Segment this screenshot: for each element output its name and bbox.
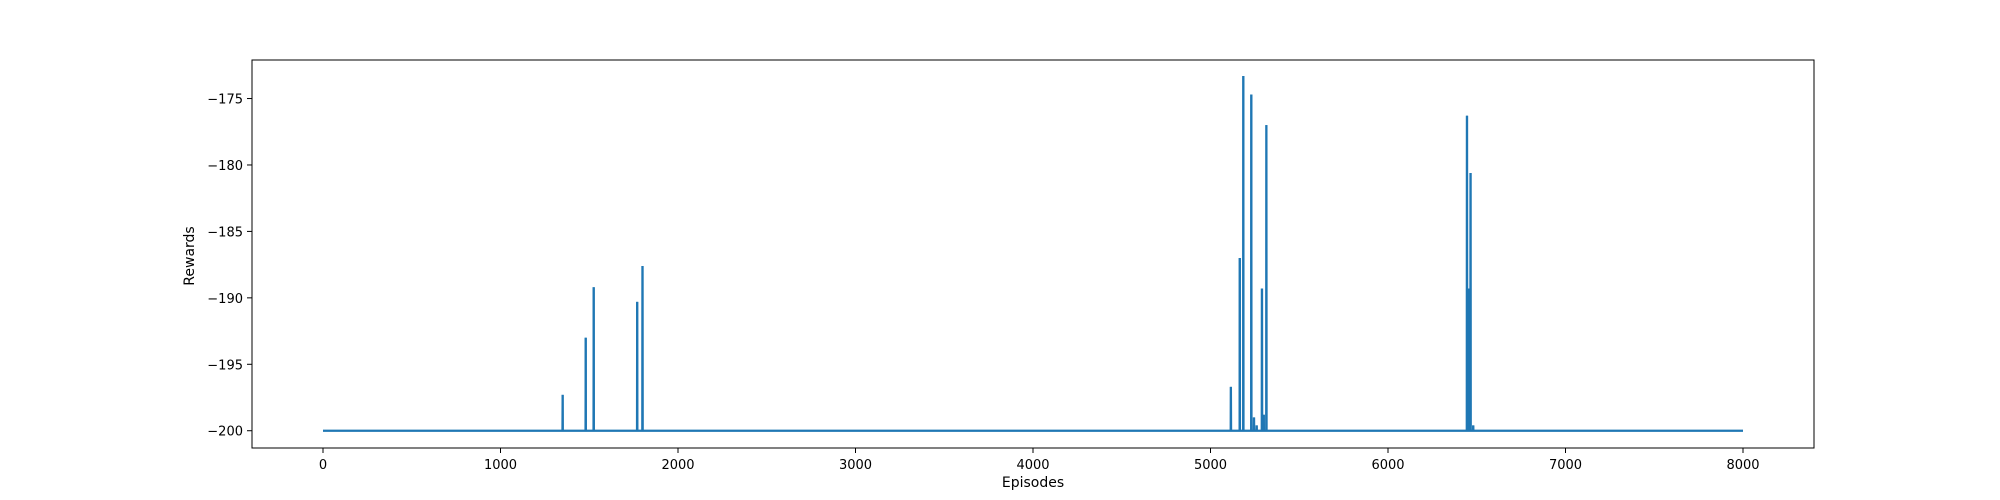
x-tick-label: 2000 [661, 458, 694, 473]
x-tick-label: 6000 [1371, 458, 1404, 473]
y-tick-label: −175 [207, 93, 243, 108]
y-tick-label: −185 [207, 225, 243, 240]
x-tick-label: 1000 [484, 458, 517, 473]
y-axis-label: Rewards [182, 226, 198, 285]
plot-frame [251, 59, 1815, 449]
x-tick-label: 4000 [1016, 458, 1049, 473]
y-tick-label: −195 [207, 358, 243, 373]
y-tick-label: −180 [207, 159, 243, 174]
x-tick-label: 0 [319, 458, 327, 473]
x-tick-label: 7000 [1549, 458, 1582, 473]
x-axis-label: Episodes [1002, 475, 1064, 491]
plot-layer [323, 75, 1743, 432]
y-tick-label: −190 [207, 292, 243, 307]
series-line [323, 75, 1743, 432]
x-tick-label: 3000 [839, 458, 872, 473]
x-tick-label: 5000 [1194, 458, 1227, 473]
x-tick-label: 8000 [1726, 458, 1759, 473]
axes-layer: 0 1000 2000 3000 4000 5000 6000 7000 8000 −200 −19… [207, 59, 1815, 473]
y-tick-label: −200 [207, 425, 243, 440]
